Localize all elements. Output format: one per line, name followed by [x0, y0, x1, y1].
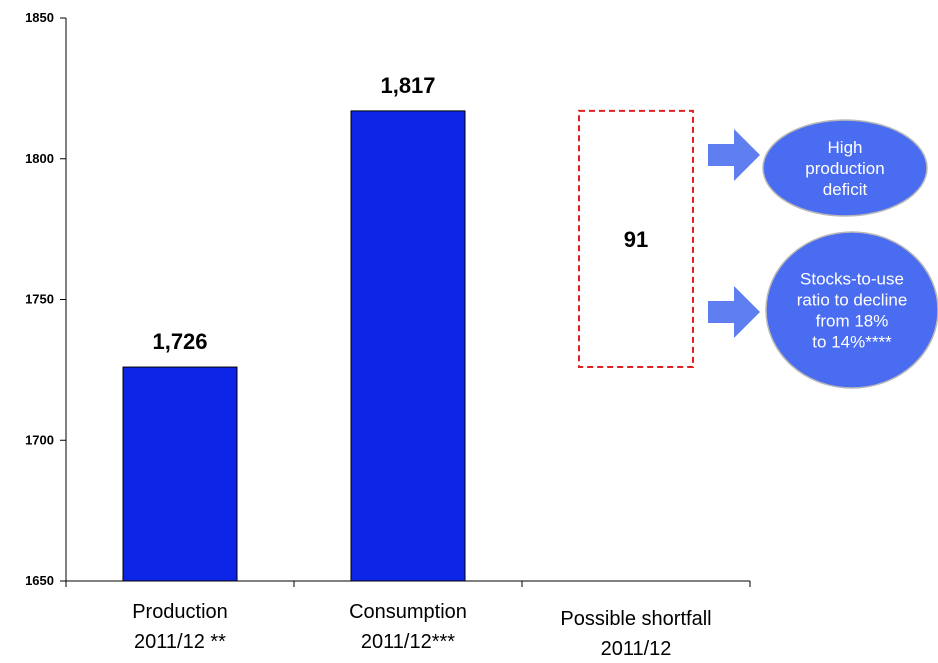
data-label: 1,726 [152, 329, 207, 354]
bars [122, 110, 466, 582]
category-label: 2011/12*** [361, 631, 455, 653]
category-labels: Production 2011/12 ** Consumption 2011/12**… [132, 601, 711, 660]
category-label: 2011/12 [601, 638, 672, 660]
annotation-text: High [828, 138, 863, 157]
bar [122, 366, 238, 582]
right-arrow-icon [708, 286, 760, 338]
bar [350, 110, 466, 582]
annotation-bubble [762, 119, 928, 217]
category-label: Possible shortfall [560, 608, 711, 630]
right-arrow-icon [708, 129, 760, 181]
annotations: High production deficit Stocks-to-use ratio … [708, 119, 938, 389]
category-label: Consumption [349, 601, 467, 623]
data-label: 1,817 [380, 73, 435, 98]
shortfall-label: 91 [624, 227, 648, 252]
annotation-text: deficit [823, 180, 868, 199]
annotation-text: ratio to decline [797, 291, 908, 310]
y-tick-label: 1850 [25, 10, 54, 25]
data-labels: 1,726 1,817 [152, 73, 435, 354]
category-label: 2011/12 ** [134, 631, 226, 653]
y-tick-label: 1800 [25, 151, 54, 166]
annotation-text: to 14%**** [812, 333, 892, 352]
y-tick-label: 1650 [25, 573, 54, 588]
category-label: Production [132, 601, 228, 623]
y-tick-label: 1700 [25, 432, 54, 447]
shortfall-outline [578, 109, 694, 369]
annotation-text: Stocks-to-use [800, 270, 904, 289]
annotation-text: production [805, 159, 884, 178]
y-tick-label: 1750 [25, 292, 54, 307]
shortfall-box: 91 [578, 109, 694, 369]
annotation-bubble [765, 231, 938, 389]
annotation-text: from 18% [816, 312, 889, 331]
